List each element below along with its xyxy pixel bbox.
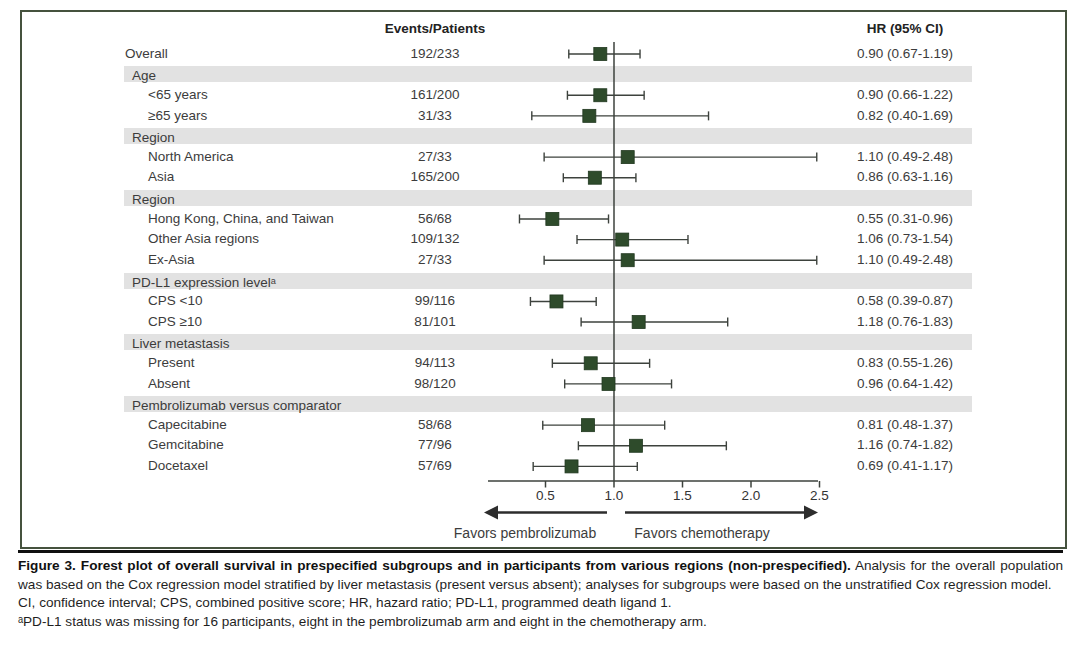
hr-point-marker <box>581 419 594 432</box>
subgroup-label: Asia <box>148 167 174 188</box>
caption-separator <box>18 550 1063 553</box>
subgroup-label: Other Asia regions <box>148 229 259 250</box>
caption-footnote: ᵃPD-L1 status was missing for 16 partici… <box>18 613 1063 632</box>
group-header-label: Region <box>132 192 175 208</box>
hr-point-marker <box>583 109 596 122</box>
favors-right-arrowhead <box>804 506 818 520</box>
x-axis-tick-label: 2.0 <box>742 488 761 503</box>
hr-point-marker <box>594 89 607 102</box>
figure-caption: Figure 3. Forest plot of overall surviva… <box>18 557 1063 631</box>
caption-figure-number: Figure 3. <box>18 558 76 573</box>
subgroup-label: Present <box>148 353 195 374</box>
hr-point-marker <box>621 254 634 267</box>
favors-left-arrowhead <box>484 506 498 520</box>
hr-point-marker <box>616 233 629 246</box>
subgroup-label: Absent <box>148 374 190 395</box>
forest-plot-canvas: 0.5 1.0 1.5 2.0 2.5 <box>440 12 870 549</box>
x-axis-tick-label: 1.5 <box>673 488 692 503</box>
caption-abbreviations: CI, confidence interval; CPS, combined p… <box>18 594 1063 613</box>
hr-point-marker <box>632 316 645 329</box>
hr-point-marker <box>594 48 607 61</box>
group-header-label: Age <box>132 68 156 84</box>
favors-chemotherapy-label: Favors chemotherapy <box>592 524 812 542</box>
x-axis-tick-label: 0.5 <box>536 488 555 503</box>
forest-plot-frame: Events/Patients HR (95% CI) Overall192/2… <box>20 10 1067 549</box>
x-axis-tick-label: 2.5 <box>810 488 829 503</box>
subgroup-label: Overall <box>125 44 168 65</box>
hr-point-marker <box>565 460 578 473</box>
hr-point-marker <box>550 295 563 308</box>
hr-point-marker <box>588 171 601 184</box>
subgroup-label: Capecitabine <box>148 415 227 436</box>
subgroup-label: Ex-Asia <box>148 250 195 271</box>
caption-main-text: Figure 3. Forest plot of overall surviva… <box>18 557 1063 594</box>
hr-point-marker <box>546 212 559 225</box>
hr-point-marker <box>584 357 597 370</box>
subgroup-label: North America <box>148 147 234 168</box>
caption-bold-title: Forest plot of overall survival in presp… <box>81 558 851 573</box>
subgroup-label: Hong Kong, China, and Taiwan <box>148 209 334 230</box>
subgroup-label: CPS <10 <box>148 291 202 312</box>
group-header-label: Liver metastasis <box>132 336 230 352</box>
subgroup-label: ≥65 years <box>148 106 207 127</box>
subgroup-label: CPS ≥10 <box>148 312 202 333</box>
figure-page: Events/Patients HR (95% CI) Overall192/2… <box>0 0 1080 651</box>
subgroup-label: Docetaxel <box>148 456 208 477</box>
x-axis-tick-label: 1.0 <box>605 488 624 503</box>
group-header-label: Pembrolizumab versus comparator <box>132 398 341 414</box>
group-header-label: PD-L1 expression levelᵃ <box>132 275 276 291</box>
subgroup-label: <65 years <box>148 85 208 106</box>
hr-point-marker <box>621 151 634 164</box>
hr-point-marker <box>629 439 642 452</box>
subgroup-label: Gemcitabine <box>148 435 224 456</box>
hr-point-marker <box>602 377 615 390</box>
group-header-label: Region <box>132 130 175 146</box>
